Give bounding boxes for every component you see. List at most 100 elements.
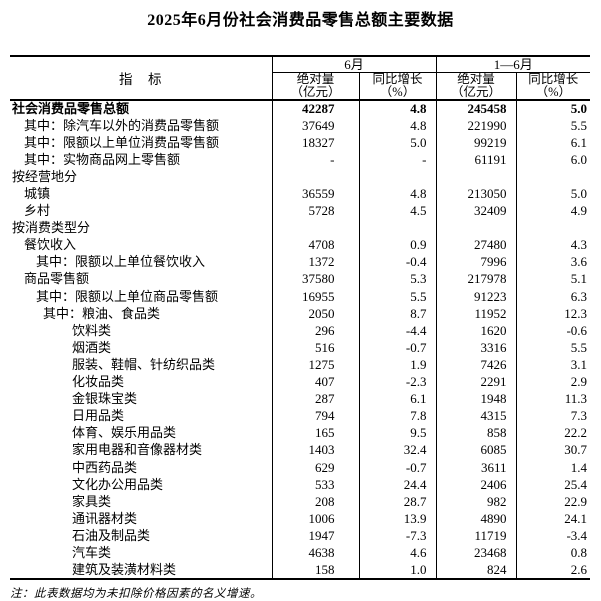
header-group-row: 指 标 6月 1—6月	[10, 56, 591, 101]
cell-value: 22.2	[515, 424, 591, 442]
cell-value: 245458	[435, 100, 517, 118]
row-label: 石油及制品类	[72, 527, 151, 543]
cell-value: 217978	[435, 270, 517, 289]
cell-value	[358, 168, 437, 186]
cell-value: 4.8	[358, 100, 437, 118]
cell-value: 25.4	[515, 476, 591, 494]
row-label: 烟酒类	[72, 339, 112, 355]
cell-value: 7996	[435, 253, 517, 271]
cell-value: 4708	[271, 236, 359, 254]
row-label: 按经营地分	[12, 168, 78, 184]
cell-value: 2.6	[515, 561, 591, 579]
cell-value: 11.3	[515, 390, 591, 408]
cell-value: -0.7	[358, 458, 437, 477]
cell-value: 7426	[435, 356, 517, 374]
cell-value	[271, 219, 359, 237]
table-row: 其中：限额以上单位商品零售额 16955 5.5 91223 6.3	[10, 288, 591, 306]
cell-value: 1620	[435, 322, 517, 340]
cell-value: 91223	[435, 288, 517, 306]
table-row: 其中：粮油、食品类 2050 8.7 11952 12.3	[10, 305, 591, 323]
cell-value: 3316	[435, 339, 517, 357]
june-absolute-value-header: 绝对量 （亿元）	[271, 72, 359, 101]
row-label: 餐饮收入	[24, 237, 77, 253]
cell-value: 4315	[435, 407, 517, 425]
table-row: 社会消费品零售总额 42287 4.8 245458 5.0	[10, 100, 591, 118]
cell-value: 1006	[271, 510, 359, 528]
table-row: 中西药品类 629 -0.7 3611 1.4	[10, 458, 591, 477]
cell-value: 5.0	[515, 100, 591, 118]
cell-value: 407	[271, 373, 359, 391]
table-row: 按经营地分	[10, 168, 591, 186]
row-label: 化妆品类	[72, 374, 125, 390]
row-label: 汽车类	[72, 544, 112, 560]
cell-value: 6085	[435, 441, 517, 459]
row-label: 文化办公用品类	[72, 476, 164, 492]
cell-value: 1275	[271, 356, 359, 374]
cell-value: 37580	[271, 270, 359, 289]
table-row: 建筑及装潢材料类 158 1.0 824 2.6	[10, 561, 591, 579]
cell-value: 794	[271, 407, 359, 425]
cell-value: 32409	[435, 202, 517, 220]
cell-value: 4890	[435, 510, 517, 528]
cell-value: 4.9	[515, 202, 591, 220]
cell-value: 516	[271, 339, 359, 357]
row-label: 城镇	[24, 186, 51, 202]
row-label: 服装、鞋帽、针纺织品类	[72, 356, 216, 372]
cell-value: 1403	[271, 441, 359, 459]
table-row: 按消费类型分	[10, 219, 591, 237]
cell-value: 982	[435, 493, 517, 511]
cell-value: 1372	[271, 253, 359, 271]
cell-value: 11952	[435, 305, 517, 323]
table-row: 烟酒类 516 -0.7 3316 5.5	[10, 339, 591, 357]
cell-value: 287	[271, 390, 359, 408]
table-row: 其中：除汽车以外的消费品零售额 37649 4.8 221990 5.5	[10, 117, 591, 135]
cell-value: 13.9	[358, 510, 437, 528]
retail-sales-table: 指 标 6月 1—6月 绝对量 （亿元） 同比增长 （%） 绝对量 （亿元） 同…	[10, 55, 591, 580]
row-label: 体育、娱乐用品类	[72, 425, 177, 441]
cell-value: 28.7	[358, 493, 437, 511]
cell-value: -7.3	[358, 527, 437, 545]
table-row: 商品零售额 37580 5.3 217978 5.1	[10, 270, 591, 289]
table-row: 家具类 208 28.7 982 22.9	[10, 493, 591, 511]
cell-value	[435, 219, 517, 237]
table-row: 石油及制品类 1947 -7.3 11719 -3.4	[10, 527, 591, 545]
header-sub-row: 绝对量 （亿元） 同比增长 （%） 绝对量 （亿元） 同比增长 （%）	[10, 72, 591, 101]
cell-value: 4.5	[358, 202, 437, 220]
table-row: 其中：限额以上单位餐饮收入 1372 -0.4 7996 3.6	[10, 253, 591, 271]
cell-value: 3.1	[515, 356, 591, 374]
row-label: 日用品类	[72, 408, 125, 424]
cell-value: 7.8	[358, 407, 437, 425]
cell-value: 165	[271, 424, 359, 442]
cell-value: 5.5	[358, 288, 437, 306]
cell-value: -0.7	[358, 339, 437, 357]
table-row: 餐饮收入 4708 0.9 27480 4.3	[10, 236, 591, 254]
cell-value: 27480	[435, 236, 517, 254]
row-label: 其中：限额以上单位商品零售额	[36, 288, 219, 304]
row-label: 其中：限额以上单位餐饮收入	[36, 254, 206, 270]
cell-value: -	[271, 151, 359, 169]
cell-value: 1947	[271, 527, 359, 545]
cell-value: 36559	[271, 185, 359, 203]
cell-value: 5.1	[515, 270, 591, 289]
cell-value: 5.3	[358, 270, 437, 289]
cell-value: 4638	[271, 544, 359, 562]
cell-value: 0.9	[358, 236, 437, 254]
cell-value: 824	[435, 561, 517, 579]
jan-june-absolute-value-header: 绝对量 （亿元）	[435, 72, 517, 101]
row-label: 家具类	[72, 493, 112, 509]
cell-value: 5728	[271, 202, 359, 220]
table-row: 服装、鞋帽、针纺织品类 1275 1.9 7426 3.1	[10, 356, 591, 374]
row-label: 社会消费品零售总额	[12, 101, 130, 117]
cell-value: 37649	[271, 117, 359, 135]
table-row: 汽车类 4638 4.6 23468 0.8	[10, 544, 591, 562]
table-row: 饮料类 296 -4.4 1620 -0.6	[10, 322, 591, 340]
cell-value: 5.0	[358, 134, 437, 152]
cell-value: 99219	[435, 134, 517, 152]
cell-value	[515, 168, 591, 186]
cell-value: 5.5	[515, 339, 591, 357]
row-label: 金银珠宝类	[72, 391, 138, 407]
jan-june-yoy-growth-header: 同比增长 （%）	[515, 72, 591, 101]
cell-value	[358, 219, 437, 237]
cell-value: -4.4	[358, 322, 437, 340]
footnote: 注：此表数据均为未扣除价格因素的名义增速。	[10, 588, 262, 600]
